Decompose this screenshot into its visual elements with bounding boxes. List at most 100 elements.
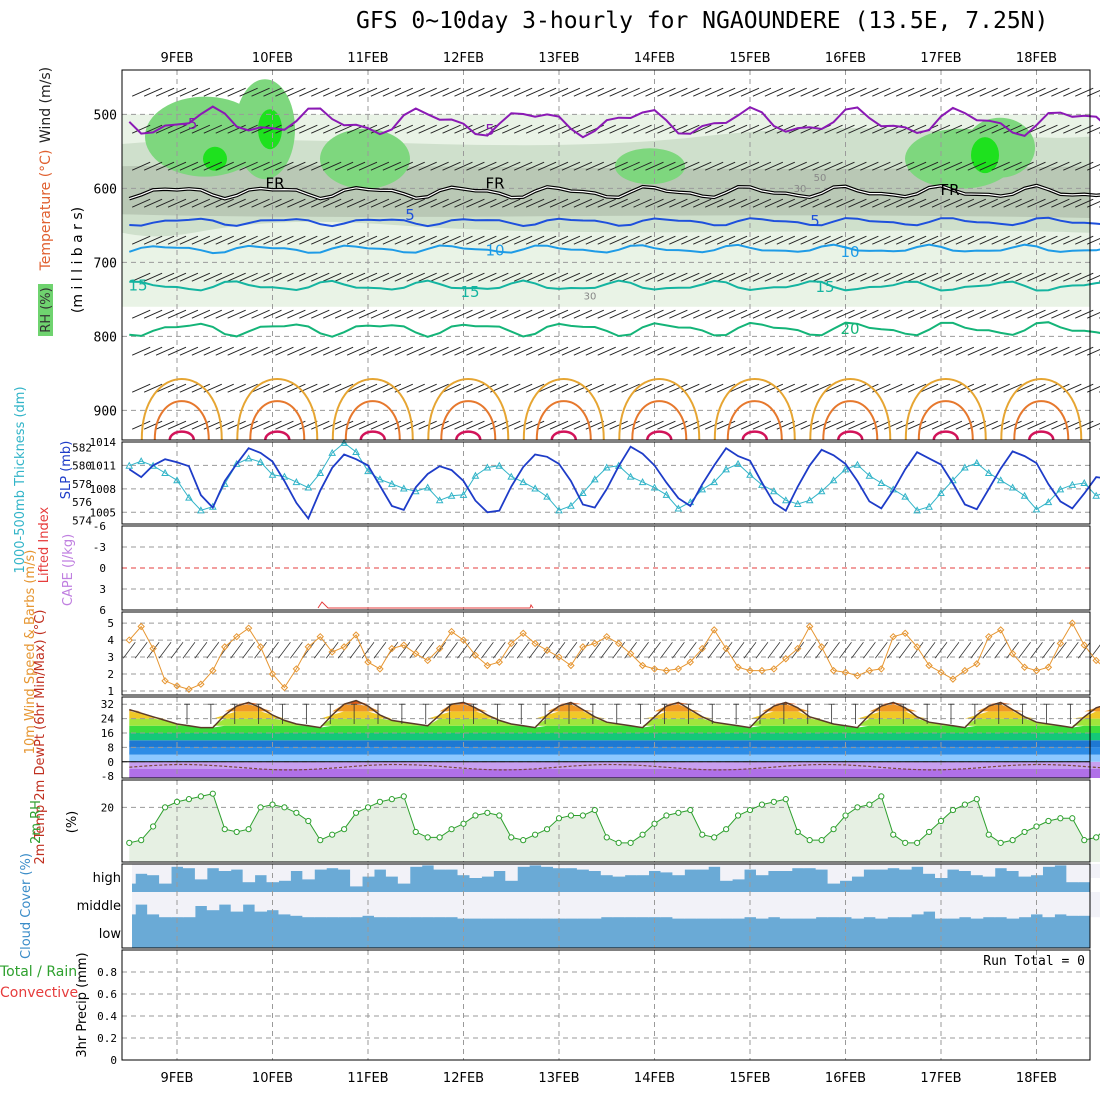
wind-barb (549, 235, 569, 245)
thickness-point (710, 478, 719, 486)
wind-barb (943, 346, 963, 356)
date-label-top: 12FEB (443, 51, 484, 66)
contour-5 (129, 216, 1100, 228)
temp2m-frame (121, 696, 1091, 779)
wind-barb (323, 161, 342, 171)
wind-barb (442, 272, 461, 282)
thickness-point (1008, 483, 1017, 491)
wind-barb (764, 87, 784, 97)
rh2m-point (364, 804, 372, 811)
wind-barb (848, 124, 867, 134)
wind-barb (681, 309, 700, 319)
cloud-gap (732, 864, 745, 880)
wind-barb (657, 161, 676, 171)
wind-barb (609, 272, 628, 282)
thickness-point (638, 478, 647, 486)
wind-barb (669, 198, 688, 208)
wind-barb (227, 420, 246, 430)
wind-barb (657, 309, 676, 319)
thickness-point (495, 461, 504, 469)
wind-barb (203, 235, 222, 245)
wind-barb (657, 235, 676, 245)
wind-barb (251, 309, 270, 319)
thickness-point (173, 476, 181, 484)
wind-barb (597, 198, 616, 208)
wind-barb (454, 309, 473, 319)
wind-barb (155, 235, 175, 245)
wind-barb (490, 161, 509, 171)
wind-barb (1039, 383, 1058, 393)
wind-barb (334, 198, 354, 208)
wind-barb (167, 198, 187, 208)
wind-barb (600, 642, 614, 659)
rh2m-point (937, 817, 945, 825)
wind-barb (824, 420, 843, 430)
wind-barb (502, 87, 521, 97)
wind-barb (346, 383, 366, 393)
wind-barb (132, 161, 151, 171)
thickness-point (698, 485, 707, 493)
wind-barb (263, 161, 282, 171)
wind-barb (525, 124, 545, 134)
cloud-gap (624, 864, 638, 876)
wind-barb (800, 161, 819, 171)
wind-barb (155, 124, 175, 134)
temp-band (129, 704, 1100, 712)
wind-barb (970, 642, 984, 659)
wind-barb (657, 198, 676, 208)
temp-band (129, 769, 1100, 778)
wind-barb (323, 383, 342, 393)
wind-barb (633, 383, 652, 393)
wind-barb (1015, 235, 1034, 245)
cloud-gap (923, 892, 936, 912)
wind-barb (490, 346, 509, 356)
li-tick: 3 (99, 583, 106, 596)
rh2m-point (985, 831, 992, 838)
wind-barb (155, 383, 175, 393)
wind-barb (860, 309, 879, 319)
wind-barb (824, 161, 843, 171)
wind-barb (525, 272, 545, 282)
wind-barb (466, 198, 485, 208)
wind-barb (1051, 272, 1070, 282)
wind-barb (812, 198, 831, 208)
wind-barb (430, 124, 449, 134)
wind10m-point (459, 636, 468, 644)
wind-barb (693, 420, 712, 430)
wind-barb (143, 198, 163, 208)
wind-barb (588, 642, 602, 659)
wind-barb (346, 87, 366, 97)
slp-panel (122, 438, 1100, 524)
wind-barb (430, 420, 449, 430)
wind-barb (239, 161, 258, 171)
thickness-point (256, 457, 265, 466)
wind-barb (287, 124, 306, 134)
wind-barb (394, 235, 413, 245)
cloud-panel (122, 864, 1100, 948)
wind-barb (1003, 346, 1022, 356)
wind-barb (907, 309, 927, 319)
thickness-point (483, 463, 492, 471)
wind-barb (752, 87, 772, 97)
wind-barb (633, 420, 652, 430)
thickness-point (793, 499, 802, 507)
thickness-point (388, 479, 396, 487)
cloud-gap (445, 864, 459, 870)
thickness-point (579, 488, 587, 497)
wind-barb (418, 161, 437, 171)
wind-barb (705, 309, 724, 319)
thickness-point (829, 476, 838, 484)
rh2m-point (711, 834, 718, 841)
cloud-gap (827, 864, 841, 884)
wind-barb (490, 309, 509, 319)
chart-title: GFS 0~10day 3-hourly for NGAOUNDERE (13.… (356, 8, 1049, 34)
cloud-gap (1042, 892, 1055, 918)
thickness-point (1068, 480, 1077, 488)
rh-tick: 20 (101, 801, 114, 814)
cloud-gap (779, 892, 793, 919)
date-label-top: 18FEB (1016, 51, 1057, 66)
wind-barb (466, 235, 485, 245)
wind-barb (179, 124, 199, 134)
wind-barb (994, 642, 1008, 659)
wind-barb (1003, 198, 1022, 208)
